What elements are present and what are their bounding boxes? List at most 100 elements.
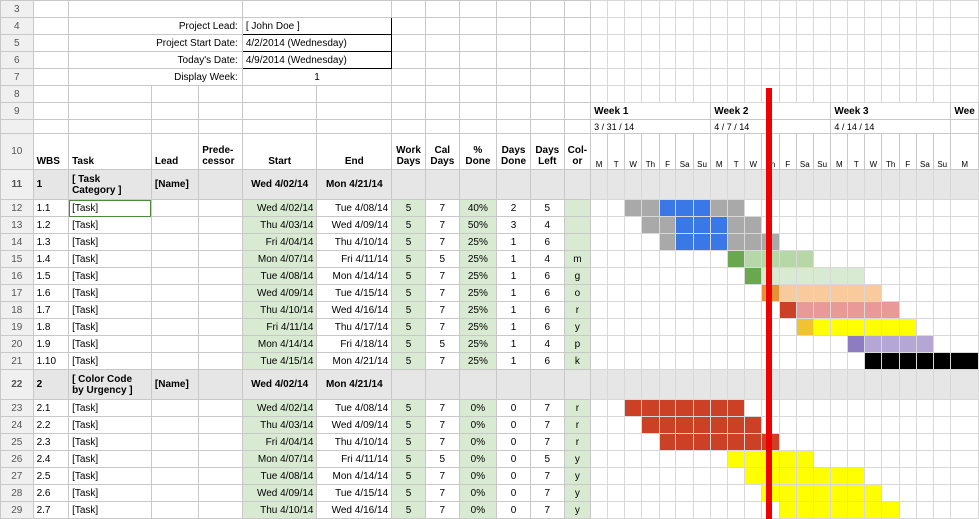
gantt-cell xyxy=(831,234,848,251)
gantt-cell xyxy=(813,417,830,434)
gantt-cell xyxy=(625,400,642,417)
gantt-cell xyxy=(831,200,848,217)
gantt-cell xyxy=(951,319,979,336)
task-row[interactable]: 161.5[Task]Tue 4/08/14Mon 4/14/145725%16… xyxy=(1,268,979,285)
gantt-cell xyxy=(745,217,762,234)
task-row[interactable]: 141.3[Task]Fri 4/04/14Thu 4/10/145725%16 xyxy=(1,234,979,251)
gantt-cell xyxy=(642,434,659,451)
gantt-cell xyxy=(882,468,899,485)
gantt-cell xyxy=(642,234,659,251)
gantt-cell xyxy=(831,417,848,434)
gantt-cell xyxy=(608,485,625,502)
gantt-cell xyxy=(728,468,745,485)
task-row[interactable]: 232.1[Task]Wed 4/02/14Tue 4/08/14570%07r xyxy=(1,400,979,417)
task-row[interactable]: 121.1[Task]Wed 4/02/14Tue 4/08/145740%25 xyxy=(1,200,979,217)
gantt-cell xyxy=(951,170,979,200)
gantt-cell xyxy=(934,302,951,319)
task-row[interactable]: 181.7[Task]Thu 4/10/14Wed 4/16/145725%16… xyxy=(1,302,979,319)
gantt-cell xyxy=(693,268,710,285)
gantt-cell xyxy=(848,468,865,485)
category-row[interactable]: 222[ Color Codeby Urgency ][Name]Wed 4/0… xyxy=(1,370,979,400)
category-row[interactable]: 111[ TaskCategory ][Name]Wed 4/02/14Mon … xyxy=(1,170,979,200)
gantt-cell xyxy=(591,468,608,485)
column-header-pct[interactable]: %Done xyxy=(459,134,496,170)
gantt-cell xyxy=(779,251,796,268)
gantt-cell xyxy=(728,268,745,285)
gantt-cell xyxy=(813,353,830,370)
task-row[interactable]: 272.5[Task]Tue 4/08/14Mon 4/14/14570%07y xyxy=(1,468,979,485)
gantt-cell xyxy=(642,502,659,519)
gantt-cell xyxy=(796,468,813,485)
day-header: M xyxy=(951,134,979,170)
gantt-cell xyxy=(865,502,882,519)
gantt-cell xyxy=(591,336,608,353)
gantt-cell xyxy=(831,336,848,353)
gantt-cell xyxy=(676,485,693,502)
column-header-daysdone[interactable]: DaysDone xyxy=(497,134,531,170)
column-header-start[interactable]: Start xyxy=(242,134,317,170)
gantt-cell xyxy=(693,200,710,217)
column-header-work[interactable]: WorkDays xyxy=(392,134,426,170)
gantt-cell xyxy=(951,268,979,285)
gantt-cell xyxy=(659,170,676,200)
gantt-cell xyxy=(591,370,608,400)
gantt-cell xyxy=(676,370,693,400)
gantt-cell xyxy=(934,217,951,234)
gantt-cell xyxy=(711,217,728,234)
gantt-cell xyxy=(608,434,625,451)
day-header: M xyxy=(831,134,848,170)
task-row[interactable]: 242.2[Task]Thu 4/03/14Wed 4/09/14570%07r xyxy=(1,417,979,434)
gantt-cell xyxy=(951,353,979,370)
column-header-cal[interactable]: CalDays xyxy=(425,134,459,170)
task-row[interactable]: 131.2[Task]Thu 4/03/14Wed 4/09/145750%34 xyxy=(1,217,979,234)
gantt-cell xyxy=(659,502,676,519)
gantt-cell xyxy=(693,336,710,353)
column-header-lead[interactable]: Lead xyxy=(151,134,198,170)
column-header-color[interactable]: Col-or xyxy=(564,134,590,170)
column-header-end[interactable]: End xyxy=(317,134,392,170)
gantt-cell xyxy=(882,417,899,434)
gantt-cell xyxy=(813,370,830,400)
gantt-cell xyxy=(728,451,745,468)
gantt-cell xyxy=(865,200,882,217)
gantt-cell xyxy=(951,234,979,251)
gantt-cell xyxy=(676,319,693,336)
task-row[interactable]: 151.4[Task]Mon 4/07/14Fri 4/11/145525%14… xyxy=(1,251,979,268)
gantt-cell xyxy=(728,370,745,400)
task-row[interactable]: 282.6[Task]Wed 4/09/14Tue 4/15/14570%07y xyxy=(1,485,979,502)
gantt-cell xyxy=(899,251,916,268)
gantt-cell xyxy=(779,370,796,400)
gantt-cell xyxy=(693,502,710,519)
gantt-cell xyxy=(916,400,933,417)
task-row[interactable]: 171.6[Task]Wed 4/09/14Tue 4/15/145725%16… xyxy=(1,285,979,302)
gantt-cell xyxy=(899,451,916,468)
column-header-task[interactable]: Task xyxy=(69,134,152,170)
task-row[interactable]: 262.4[Task]Mon 4/07/14Fri 4/11/14550%05y xyxy=(1,451,979,468)
gantt-cell xyxy=(711,268,728,285)
column-header-wbs[interactable]: WBS xyxy=(33,134,68,170)
gantt-cell xyxy=(796,285,813,302)
gantt-cell xyxy=(848,234,865,251)
gantt-cell xyxy=(642,268,659,285)
gantt-cell xyxy=(899,302,916,319)
gantt-cell xyxy=(711,451,728,468)
gantt-cell xyxy=(676,353,693,370)
column-header-daysleft[interactable]: DaysLeft xyxy=(530,134,564,170)
gantt-cell xyxy=(951,400,979,417)
gantt-cell xyxy=(659,302,676,319)
task-row[interactable]: 211.10[Task]Tue 4/15/14Mon 4/21/145725%1… xyxy=(1,353,979,370)
gantt-cell xyxy=(745,434,762,451)
task-row[interactable]: 292.7[Task]Thu 4/10/14Wed 4/16/14570%07y xyxy=(1,502,979,519)
day-header: W xyxy=(625,134,642,170)
gantt-cell xyxy=(779,285,796,302)
today-indicator-line xyxy=(766,88,772,519)
task-row[interactable]: 191.8[Task]Fri 4/11/14Thu 4/17/145725%16… xyxy=(1,319,979,336)
column-header-pred[interactable]: Prede-cessor xyxy=(199,134,243,170)
task-row[interactable]: 252.3[Task]Fri 4/04/14Thu 4/10/14570%07r xyxy=(1,434,979,451)
spreadsheet-table[interactable]: 34Project Lead:[ John Doe ]5Project Star… xyxy=(0,0,979,519)
gantt-cell xyxy=(951,451,979,468)
gantt-cell xyxy=(916,502,933,519)
gantt-cell xyxy=(916,353,933,370)
gantt-cell xyxy=(728,417,745,434)
task-row[interactable]: 201.9[Task]Mon 4/14/14Fri 4/18/145525%14… xyxy=(1,336,979,353)
